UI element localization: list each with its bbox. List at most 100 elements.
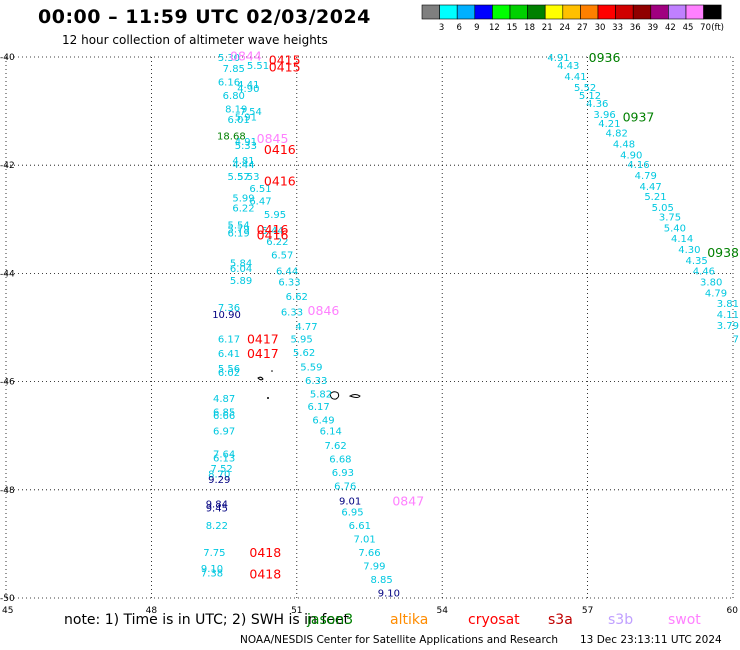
pass-time-label: 0844: [230, 48, 262, 63]
wave-height-point: 9.29: [208, 475, 230, 486]
wave-height-point: 4.47: [639, 182, 661, 193]
colorbar-swatch: [632, 4, 652, 20]
y-tick-label: -44: [0, 269, 15, 279]
colorbar-swatch: [597, 4, 616, 20]
mission-s3a: s3a: [548, 612, 573, 628]
chart-title: 00:00 – 11:59 UTC 02/03/2024: [38, 6, 371, 28]
colorbar-swatch: [580, 4, 599, 20]
wave-height-point: 5.30: [218, 53, 240, 64]
wave-height-point: 4.46: [693, 267, 715, 278]
colorbar-swatch: [474, 4, 493, 20]
wave-height-point: 6.95: [341, 507, 363, 518]
wave-height-point: 6.02: [218, 368, 240, 379]
pass-time-label: 0418: [249, 567, 281, 582]
wave-height-point: 5.62: [293, 348, 315, 359]
wave-height-point: 6.61: [349, 521, 371, 532]
wave-height-point: 5.21: [644, 192, 666, 203]
wave-height-point: 8.19: [225, 104, 247, 115]
wave-height-point: 6.80: [223, 91, 245, 102]
wave-height-point: 7.36: [218, 303, 240, 314]
mission-s3b: s3b: [608, 612, 634, 628]
mission-altika: altika: [390, 612, 429, 628]
wave-height-point: 6.17: [218, 334, 240, 345]
wave-height-point: 7.75: [203, 548, 225, 559]
pass-time-label: 0418: [249, 545, 281, 560]
wave-height-point: 5.89: [230, 276, 252, 287]
wave-height-point: 4.41: [237, 80, 259, 91]
colorbar-swatch: [421, 4, 440, 20]
wave-height-point: 3.75: [659, 213, 681, 224]
wave-height-point: 6.41: [218, 349, 240, 360]
pass-time-label: 0417: [247, 331, 279, 346]
wave-height-point: 6.33: [281, 307, 303, 318]
colorbar-label: 24: [559, 23, 570, 33]
wave-height-point: 5.95: [264, 210, 286, 221]
pass-time-label: 0415: [269, 53, 301, 68]
wave-height-point: 5.12: [579, 91, 601, 102]
wave-height-point: 5.51: [247, 61, 269, 72]
colorbar-label: 27: [577, 23, 588, 33]
colorbar-unit-label: (ft): [711, 23, 724, 33]
wave-height-point: 5.44: [261, 226, 283, 237]
wave-height-point: 8.70: [208, 470, 230, 481]
wave-height-point: 6.13: [213, 453, 235, 464]
colorbar-label: 30: [595, 23, 606, 33]
wave-height-point: 6.01: [228, 115, 250, 126]
colorbar-label: 39: [647, 23, 658, 33]
wave-height-point: 6.44: [276, 267, 298, 278]
colorbar-label: 21: [542, 23, 553, 33]
colorbar-label: 42: [665, 23, 676, 33]
wave-height-point: 6.62: [286, 292, 308, 303]
wave-height-point: 6.85: [213, 407, 235, 418]
pass-time-label: 0416: [257, 222, 289, 237]
wave-height-point: 3.81: [717, 299, 739, 310]
wave-height-point: 4.44: [232, 160, 254, 171]
wave-height-point: 5.52: [574, 83, 596, 94]
chart-subtitle: 12 hour collection of altimeter wave hei…: [62, 33, 328, 47]
y-tick-label: -46: [0, 378, 15, 388]
mission-jason3: jason3: [307, 612, 354, 628]
y-tick-label: -50: [0, 594, 15, 604]
wave-height-point: 4.90: [620, 150, 642, 161]
wave-height-point: 6.57: [271, 250, 293, 261]
mission-cryosat: cryosat: [468, 612, 520, 628]
x-tick-label: 60: [727, 606, 739, 616]
wave-height-point: 6.97: [213, 426, 235, 437]
pass-time-label: 0936: [589, 50, 621, 65]
wave-height-point: 4.82: [606, 129, 628, 140]
wave-height-point: 6.66: [213, 411, 235, 422]
wave-height-point: 4.81: [232, 156, 254, 167]
colorbar-swatch: [703, 4, 722, 20]
credit-line: NOAA/NESDIS Center for Satellite Applica…: [240, 634, 558, 646]
colorbar-swatch: [456, 4, 476, 20]
colorbar-swatch: [685, 4, 704, 20]
wave-height-point: 6.19: [228, 228, 250, 239]
wave-height-point: 7.64: [213, 450, 235, 461]
wave-height-point: 4.43: [557, 61, 579, 72]
wave-height-point: 6.04: [230, 264, 252, 275]
wave-height-point: 9.10: [201, 564, 223, 575]
wave-height-point: 5.95: [291, 334, 313, 345]
wave-height-point: 7.99: [363, 562, 385, 573]
colorbar-label: 12: [489, 23, 500, 33]
wave-height-point: 5.57: [228, 172, 250, 183]
island-dot: [271, 370, 273, 372]
wave-height-point: 4.79: [705, 288, 727, 299]
wave-height-point: 9.10: [378, 589, 400, 600]
colorbar-label: 70: [700, 23, 711, 33]
wave-height-point: 6.93: [332, 468, 354, 479]
wave-height-point: 6.33: [278, 278, 300, 289]
wave-height-point: 6.22: [266, 237, 288, 248]
wave-height-point: 5.99: [232, 194, 254, 205]
wave-height-point: 4.41: [564, 72, 586, 83]
x-tick-label: 48: [146, 606, 158, 616]
wave-height-point: 6.51: [249, 184, 271, 195]
wave-height-point: 18.68: [217, 131, 246, 142]
wave-height-point: 4.36: [586, 99, 608, 110]
wave-height-point: 8.85: [370, 575, 392, 586]
wave-height-point: 7.85: [223, 64, 245, 75]
wave-height-point: 6.14: [320, 426, 342, 437]
wave-height-point: 6.68: [329, 454, 351, 465]
wave-height-point: 4.16: [627, 160, 649, 171]
island-shape: [329, 391, 340, 400]
